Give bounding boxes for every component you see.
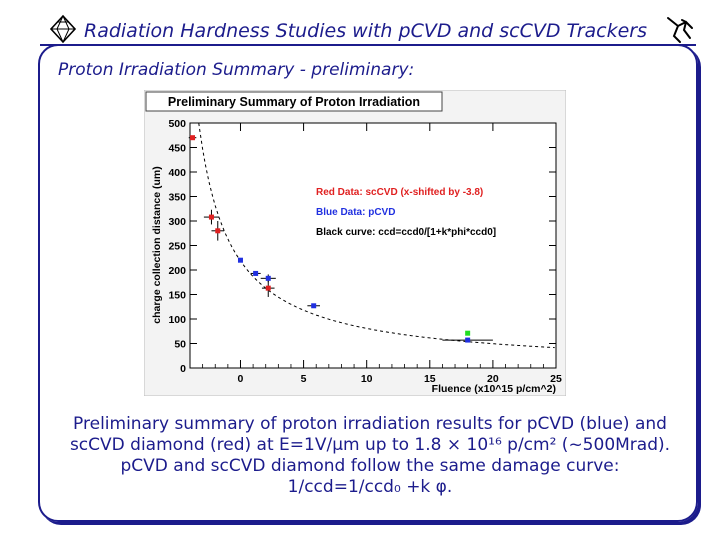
chart-container: Preliminary Summary of Proton Irradiatio… [143, 89, 567, 397]
data-point [190, 135, 196, 141]
x-tick-label: 5 [301, 373, 307, 385]
chart-title: Preliminary Summary of Proton Irradiatio… [168, 95, 420, 109]
data-point [311, 303, 317, 309]
x-tick-label: 10 [361, 373, 373, 385]
stick-figure-logo-icon [667, 17, 693, 43]
fit-curve [192, 122, 555, 349]
data-point [265, 285, 271, 291]
data-point [208, 214, 214, 220]
y-tick-label: 150 [168, 290, 186, 302]
y-tick-label: 350 [168, 192, 186, 204]
caption-line-2: scCVD diamond (red) at E=1V/μm up to 1.8… [69, 435, 671, 455]
legend-curve-entry: Black curve: ccd=ccd0/[1+k*phi*ccd0] [316, 227, 496, 238]
chart-title-box [145, 91, 443, 112]
y-tick-label: 100 [168, 314, 186, 326]
y-tick-label: 50 [174, 339, 186, 351]
data-series-layer [188, 135, 493, 343]
y-tick-label: 450 [168, 143, 186, 155]
slide-subtitle: Proton Irradiation Summary - preliminary… [58, 60, 415, 80]
data-point [265, 275, 271, 281]
caption: Preliminary summary of proton irradiatio… [58, 414, 682, 498]
x-tick-label: 20 [487, 373, 499, 385]
data-point [253, 270, 259, 276]
plot-area [189, 122, 557, 369]
data-point [465, 330, 471, 336]
data-point [237, 257, 243, 263]
x-tick-label: 0 [238, 373, 244, 385]
y-tick-label: 0 [180, 363, 186, 375]
axes-layer: 0 50 100 150 200 250 300 350 400 450 500 0 5 10 15 20 25 [168, 118, 562, 385]
data-point [465, 337, 471, 343]
y-tick-label: 500 [168, 118, 186, 130]
x-tick-label: 15 [424, 373, 436, 385]
y-tick-label: 200 [168, 265, 186, 277]
diamond-logo-icon [49, 14, 77, 44]
x-axis-label: Fluence (x10^15 p/cm^2) [432, 383, 556, 395]
caption-line-1: Preliminary summary of proton irradiatio… [73, 414, 667, 434]
legend-red-entry: Red Data: scCVD (x-shifted by -3.8) [316, 187, 483, 198]
y-tick-label: 400 [168, 167, 186, 179]
slide-title: Radiation Hardness Studies with pCVD and… [84, 20, 647, 42]
x-tick-label: 25 [550, 373, 562, 385]
data-point [215, 228, 221, 234]
caption-line-3: pCVD and scCVD diamond follow the same d… [120, 456, 620, 476]
legend-blue-entry: Blue Data: pCVD [316, 207, 395, 218]
y-tick-label: 250 [168, 241, 186, 253]
y-axis-label: charge collection distance (um) [151, 166, 163, 324]
proton-irradiation-chart: Preliminary Summary of Proton Irradiatio… [143, 89, 567, 397]
fit-curve-layer [192, 122, 555, 349]
caption-line-4: 1/ccd=1/ccd₀ +k φ. [287, 477, 453, 497]
y-tick-label: 300 [168, 216, 186, 228]
slide-frame [38, 44, 698, 522]
